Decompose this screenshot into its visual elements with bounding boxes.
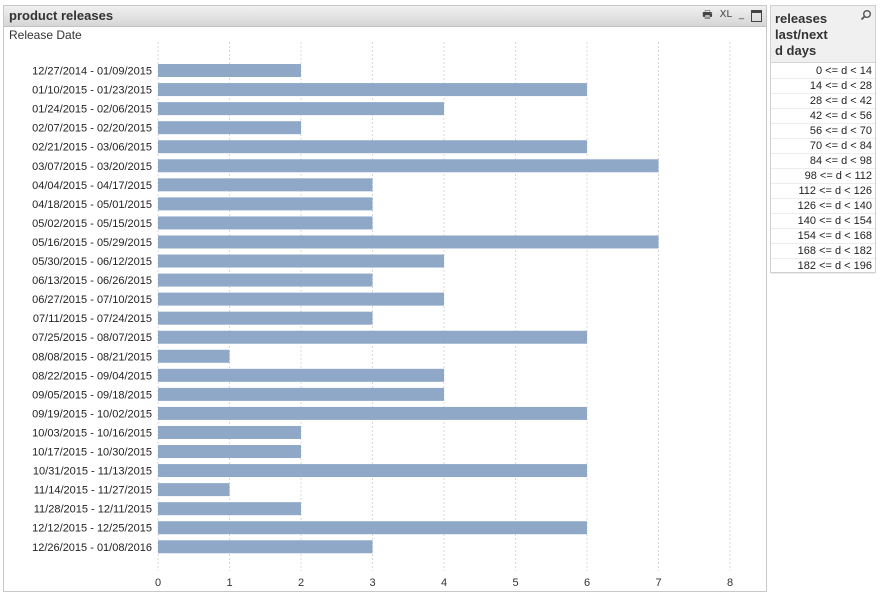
category-label: 06/27/2015 - 07/10/2015 xyxy=(32,294,152,306)
bar[interactable] xyxy=(158,502,301,516)
x-tick-label: 5 xyxy=(512,577,518,589)
category-label: 02/21/2015 - 03/06/2015 xyxy=(32,142,152,154)
bar[interactable] xyxy=(158,216,373,230)
listbox-item[interactable]: 0 <= d < 14 xyxy=(771,64,875,79)
category-label: 07/25/2015 - 08/07/2015 xyxy=(32,332,152,344)
category-label: 09/05/2015 - 09/18/2015 xyxy=(32,389,152,401)
listbox-item[interactable]: 154 <= d < 168 xyxy=(771,229,875,244)
bar[interactable] xyxy=(158,64,301,78)
bar[interactable] xyxy=(158,540,373,554)
category-label: 09/19/2015 - 10/02/2015 xyxy=(32,408,152,420)
listbox-item[interactable]: 168 <= d < 182 xyxy=(771,244,875,259)
x-tick-label: 3 xyxy=(369,577,375,589)
category-label: 12/26/2015 - 01/08/2016 xyxy=(32,542,152,554)
listbox-item[interactable]: 28 <= d < 42 xyxy=(771,94,875,109)
bar[interactable] xyxy=(158,464,587,478)
listbox-item[interactable]: 140 <= d < 154 xyxy=(771,214,875,229)
bar[interactable] xyxy=(158,140,587,154)
category-label: 04/18/2015 - 05/01/2015 xyxy=(32,199,152,211)
category-label: 01/10/2015 - 01/23/2015 xyxy=(32,85,152,97)
category-labels: 12/27/2014 - 01/09/2015 01/10/2015 - 01/2… xyxy=(32,66,152,554)
listbox-title: releases last/next d days xyxy=(775,11,828,58)
category-label: 05/30/2015 - 06/12/2015 xyxy=(32,256,152,268)
bar[interactable] xyxy=(158,121,301,135)
bar[interactable] xyxy=(158,330,587,344)
category-label: 11/28/2015 - 12/11/2015 xyxy=(34,504,152,516)
category-label: 05/16/2015 - 05/29/2015 xyxy=(32,237,152,249)
category-label: 04/04/2015 - 04/17/2015 xyxy=(32,180,152,192)
bar[interactable] xyxy=(158,406,587,420)
bar[interactable] xyxy=(158,521,587,535)
x-tick-label: 8 xyxy=(727,577,733,589)
bar[interactable] xyxy=(158,254,444,268)
search-icon[interactable] xyxy=(860,9,872,21)
category-label: 12/12/2015 - 12/25/2015 xyxy=(32,523,152,535)
category-label: 08/22/2015 - 09/04/2015 xyxy=(32,370,152,382)
listbox-item[interactable]: 112 <= d < 126 xyxy=(771,184,875,199)
bar[interactable] xyxy=(158,311,373,325)
bar[interactable] xyxy=(158,197,373,211)
category-label: 06/13/2015 - 06/26/2015 xyxy=(32,275,152,287)
category-label: 10/17/2015 - 10/30/2015 xyxy=(32,447,152,459)
bar[interactable] xyxy=(158,387,444,401)
dimension-label: Release Date xyxy=(9,28,82,42)
bar[interactable] xyxy=(158,368,444,382)
listbox-item[interactable]: 98 <= d < 112 xyxy=(771,169,875,184)
print-icon[interactable]: 🖶 xyxy=(702,8,713,21)
category-label: 01/24/2015 - 02/06/2015 xyxy=(32,104,152,116)
bar[interactable] xyxy=(158,425,301,439)
releases-listbox: releases last/next d days 0 <= d < 14 14 … xyxy=(770,5,876,274)
x-tick-label: 1 xyxy=(226,577,232,589)
category-label: 12/27/2014 - 01/09/2015 xyxy=(32,66,152,78)
listbox-item[interactable]: 56 <= d < 70 xyxy=(771,124,875,139)
x-tick-label: 6 xyxy=(584,577,590,589)
listbox-item[interactable]: 182 <= d < 196 xyxy=(771,259,875,274)
category-label: 10/03/2015 - 10/16/2015 xyxy=(32,427,152,439)
x-tick-label: 7 xyxy=(655,577,661,589)
listbox-item[interactable]: 70 <= d < 84 xyxy=(771,139,875,154)
bar[interactable] xyxy=(158,273,373,287)
chart-panel: product releases 🖶 XL _ Release Date 12/… xyxy=(3,5,767,592)
listbox-item[interactable]: 42 <= d < 56 xyxy=(771,109,875,124)
category-label: 11/14/2015 - 11/27/2015 xyxy=(34,485,152,497)
x-tick-labels: 0 1 2 3 4 5 6 7 8 xyxy=(155,577,733,589)
x-tick-label: 2 xyxy=(298,577,304,589)
category-label: 02/07/2015 - 02/20/2015 xyxy=(32,123,152,135)
listbox-caption[interactable]: releases last/next d days xyxy=(771,6,875,63)
caption-icons: 🖶 XL _ xyxy=(702,8,762,22)
bar[interactable] xyxy=(158,102,444,116)
category-label: 08/08/2015 - 08/21/2015 xyxy=(32,351,152,363)
listbox-item[interactable]: 84 <= d < 98 xyxy=(771,154,875,169)
x-tick-label: 4 xyxy=(441,577,447,589)
bar[interactable] xyxy=(158,178,373,192)
chart-title: product releases xyxy=(9,8,114,23)
listbox-items: 0 <= d < 14 14 <= d < 28 28 <= d < 42 42 <=… xyxy=(771,64,875,274)
bar[interactable] xyxy=(158,292,444,306)
bar[interactable] xyxy=(158,235,659,249)
listbox-item[interactable]: 126 <= d < 140 xyxy=(771,199,875,214)
bar[interactable] xyxy=(158,159,659,173)
category-label: 05/02/2015 - 05/15/2015 xyxy=(32,218,152,230)
bar[interactable] xyxy=(158,349,230,363)
bars xyxy=(158,64,659,554)
chart-caption-bar[interactable]: product releases 🖶 XL _ xyxy=(4,6,766,27)
restore-icon[interactable] xyxy=(751,9,762,22)
listbox-item[interactable]: 14 <= d < 28 xyxy=(771,79,875,94)
bar[interactable] xyxy=(158,445,301,459)
minimize-icon[interactable]: _ xyxy=(739,9,744,20)
bar-chart: 12/27/2014 - 01/09/2015 01/10/2015 - 01/2… xyxy=(32,42,733,589)
x-tick-label: 0 xyxy=(155,577,161,589)
category-label: 10/31/2015 - 11/13/2015 xyxy=(33,466,152,478)
xl-icon[interactable]: XL xyxy=(719,9,732,20)
bar[interactable] xyxy=(158,483,230,497)
category-label: 07/11/2015 - 07/24/2015 xyxy=(33,313,152,325)
category-label: 03/07/2015 - 03/20/2015 xyxy=(32,161,152,173)
bar[interactable] xyxy=(158,83,587,97)
